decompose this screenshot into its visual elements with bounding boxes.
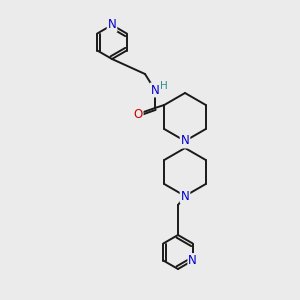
- Text: N: N: [151, 83, 159, 97]
- Text: H: H: [160, 81, 168, 91]
- Text: N: N: [108, 19, 116, 32]
- Text: N: N: [181, 190, 189, 202]
- Text: N: N: [188, 254, 197, 267]
- Text: N: N: [181, 134, 189, 148]
- Text: O: O: [134, 107, 142, 121]
